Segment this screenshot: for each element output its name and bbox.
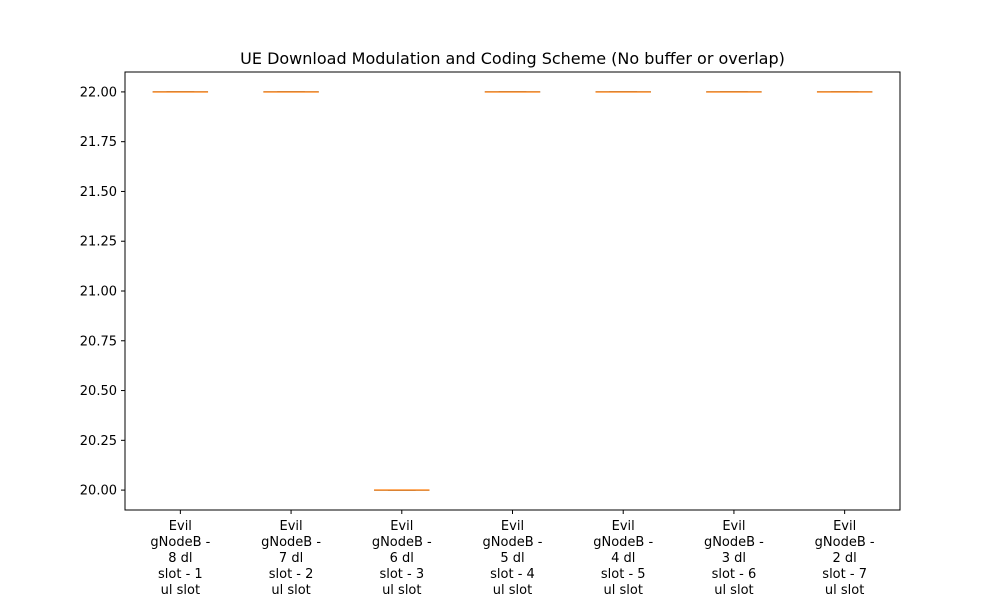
x-tick-label-line: Evil (280, 519, 303, 534)
y-tick-label: 20.75 (80, 334, 117, 349)
y-tick-label: 22.00 (80, 85, 117, 100)
x-tick-label-line: Evil (501, 519, 524, 534)
x-tick-label-line: 7 dl (279, 551, 303, 566)
boxes (152, 91, 873, 491)
x-tick-label: Evil gNodeB -4 dl slot - 5 ul slot (593, 519, 653, 598)
chart-title: UE Download Modulation and Coding Scheme… (240, 49, 785, 68)
x-tick-label-line: Evil (833, 519, 856, 534)
x-tick-label-line: slot - 4 (490, 567, 535, 582)
y-tick-label: 21.25 (80, 235, 117, 250)
x-tick-label-line: ul slot (493, 583, 532, 598)
x-tick-label: Evil gNodeB -6 dl slot - 3 ul slot (372, 519, 432, 598)
x-tick-label-line: slot - 2 (269, 567, 314, 582)
x-tick-label-line: ul slot (271, 583, 310, 598)
x-tick-label-line: ul slot (825, 583, 864, 598)
x-tick-label-line: Evil (612, 519, 635, 534)
x-tick-label-line: 5 dl (500, 551, 524, 566)
x-tick-label-line: ul slot (604, 583, 643, 598)
x-tick-label-line: Evil (390, 519, 413, 534)
y-tick-label: 20.50 (80, 384, 117, 399)
x-tick-label-line: ul slot (161, 583, 200, 598)
x-tick-label-line: slot - 7 (822, 567, 867, 582)
x-tick-label-line: gNodeB - (483, 535, 543, 550)
x-tick-label-line: Evil (722, 519, 745, 534)
x-tick-label-line: gNodeB - (704, 535, 764, 550)
x-tick-label-line: 6 dl (390, 551, 414, 566)
x-tick-label: Evil gNodeB -2 dl slot - 7 ul slot (815, 519, 875, 598)
x-tick-label-line: gNodeB - (372, 535, 432, 550)
x-tick-label-line: 3 dl (722, 551, 746, 566)
x-tick-label-line: Evil (169, 519, 192, 534)
x-tick-label: Evil gNodeB -7 dl slot - 2 ul slot (261, 519, 321, 598)
x-tick-label-line: gNodeB - (815, 535, 875, 550)
plot-frame (124, 71, 901, 511)
x-tick-label-line: 4 dl (611, 551, 635, 566)
x-tick-label-line: gNodeB - (593, 535, 653, 550)
x-tick-label-line: slot - 6 (712, 567, 757, 582)
y-tick-label: 20.00 (80, 484, 117, 499)
y-axis: 20.00 20.25 20.50 20.75 21.00 21.25 21.50 21.75… (80, 85, 125, 499)
y-tick-label: 20.25 (80, 434, 117, 449)
x-tick-label-line: 2 dl (833, 551, 857, 566)
x-tick-label-line: ul slot (714, 583, 753, 598)
y-tick-label: 21.50 (80, 185, 117, 200)
x-tick-label-line: gNodeB - (261, 535, 321, 550)
x-tick-label: Evil gNodeB -3 dl slot - 6 ul slot (704, 519, 764, 598)
y-tick-label: 21.75 (80, 135, 117, 150)
x-tick-label: Evil gNodeB -8 dl slot - 1 ul slot (150, 519, 210, 598)
x-tick-label-line: slot - 1 (158, 567, 203, 582)
y-tick-label: 21.00 (80, 285, 117, 300)
x-tick-label-line: slot - 5 (601, 567, 646, 582)
x-tick-label-line: 8 dl (168, 551, 192, 566)
x-tick-label-line: ul slot (382, 583, 421, 598)
x-tick-label-line: slot - 3 (379, 567, 424, 582)
x-tick-label-line: gNodeB - (150, 535, 210, 550)
x-tick-label: Evil gNodeB -5 dl slot - 4 ul slot (483, 519, 543, 598)
